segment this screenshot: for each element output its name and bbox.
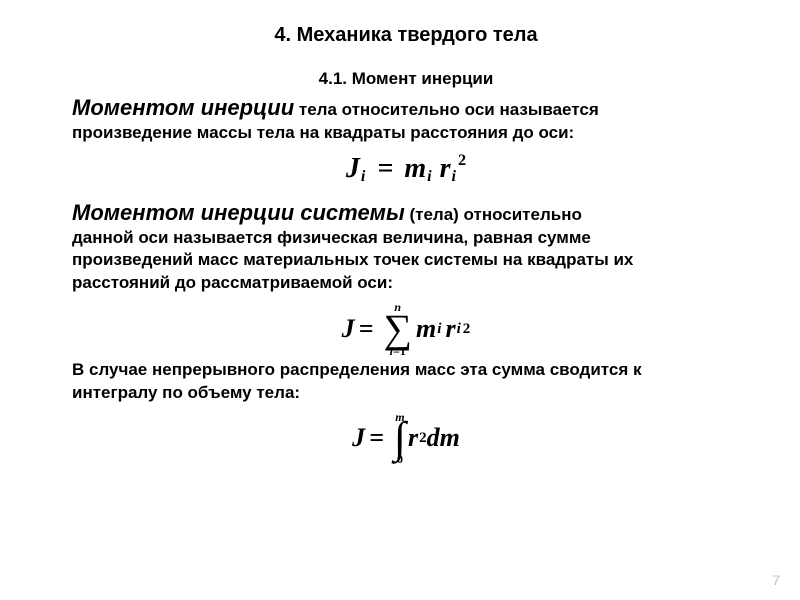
sym-r: r: [445, 314, 455, 344]
sym-r: r: [408, 423, 418, 453]
sigma-lower-eq: =: [393, 344, 400, 358]
continuous-line1: В случае непрерывного распределения масс…: [72, 360, 642, 379]
sup-2: 2: [457, 151, 466, 169]
definition-2: Моментом инерции системы (тела) относите…: [72, 200, 740, 296]
sigma-icon: ∑: [384, 312, 413, 346]
sym-m: m: [404, 153, 426, 184]
definition-1-tail: тела относительно оси называется: [294, 100, 599, 119]
definition-1-term: Моментом инерции: [72, 95, 294, 120]
sigma-lower: i=1: [390, 345, 406, 357]
sub-i: i: [451, 167, 458, 185]
formula-sum-moment: J = n ∑ i=1 mi ri2: [72, 301, 740, 357]
definition-1-line2: произведение массы тела на квадраты расс…: [72, 123, 574, 142]
integral-icon: ∫: [394, 420, 406, 456]
section-title: 4.1. Момент инерции: [72, 69, 740, 89]
definition-2-term: Моментом инерции системы: [72, 200, 405, 225]
sub-i: i: [436, 321, 442, 338]
sym-r: r: [440, 153, 451, 184]
sub-i: i: [426, 167, 433, 185]
continuous-case-text: В случае непрерывного распределения масс…: [72, 359, 740, 405]
sigma-operator: n ∑ i=1: [384, 301, 413, 357]
formula-point-moment: Ji = mi ri2: [72, 151, 740, 186]
sup-2: 2: [462, 321, 471, 338]
sym-m: m: [416, 314, 436, 344]
definition-2-line4: расстояний до рассматриваемой оси:: [72, 273, 393, 292]
integral-lower-0: 0: [397, 453, 403, 465]
definition-2-line3: произведений масс материальных точек сис…: [72, 250, 633, 269]
definition-1: Моментом инерции тела относительно оси н…: [72, 95, 740, 145]
chapter-title: 4. Механика твердого тела: [72, 24, 740, 47]
sym-j: J: [346, 153, 360, 184]
definition-2-tail: (тела) относительно: [405, 205, 582, 224]
continuous-line2: интегралу по объему тела:: [72, 383, 300, 402]
sym-dm: dm: [427, 423, 460, 453]
sym-j: J: [352, 423, 365, 453]
sub-i: i: [360, 167, 367, 185]
sup-2: 2: [418, 430, 427, 447]
sym-eq: =: [365, 423, 388, 453]
sym-eq: =: [373, 153, 397, 184]
sigma-lower-1: 1: [400, 344, 406, 358]
formula-integral-moment: J = m ∫ 0 r2dm: [72, 411, 740, 465]
integral-operator: m ∫ 0: [394, 411, 406, 465]
page-number: 7: [772, 572, 780, 588]
sym-j: J: [342, 314, 355, 344]
definition-2-line2: данной оси называется физическая величин…: [72, 228, 591, 247]
sym-eq: =: [355, 314, 378, 344]
